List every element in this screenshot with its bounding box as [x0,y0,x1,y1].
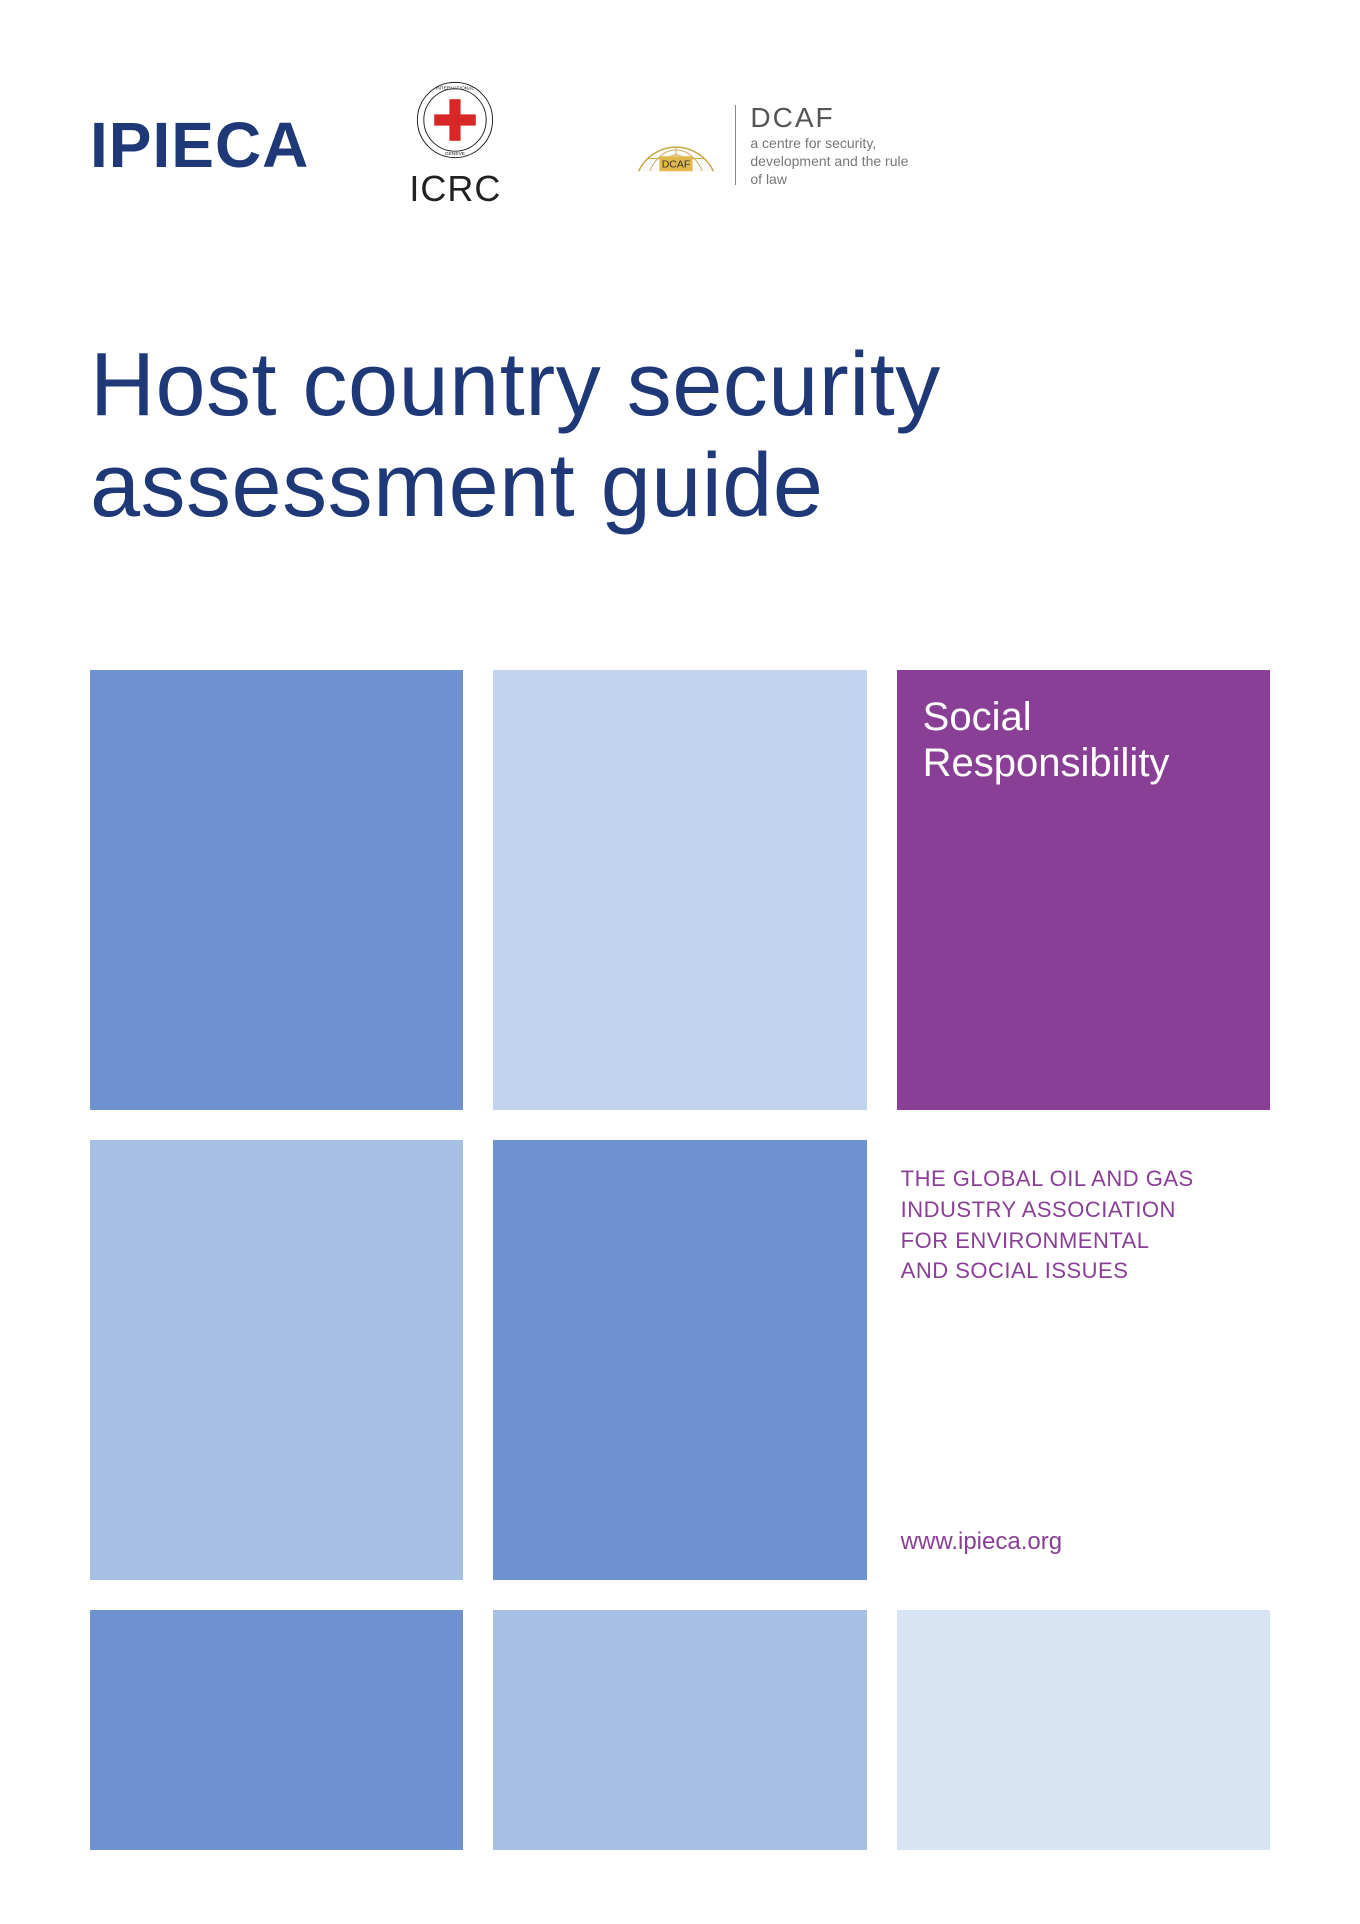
ipieca-logo: IPIECA [90,108,309,182]
icrc-logo: INTERNATIONAL GENEVE ICRC [409,80,501,210]
dcaf-text-block: DCAF a centre for security, development … [750,102,910,189]
tagline-line-4: AND SOCIAL ISSUES [901,1258,1129,1283]
globe-icon: DCAF [631,110,721,180]
icrc-label: ICRC [409,168,501,210]
logo-row: IPIECA INTERNATIONAL GENEVE ICRC [90,70,1270,220]
website-url: www.ipieca.org [901,1528,1266,1556]
grid-cell-2-1 [90,1140,463,1580]
title-line-2: assessment guide [90,436,823,536]
grid-cell-3-3 [897,1610,1270,1850]
tagline-line-2: INDUSTRY ASSOCIATION [901,1197,1176,1222]
document-title: Host country security assessment guide [90,335,941,537]
association-tagline: THE GLOBAL OIL AND GAS INDUSTRY ASSOCIAT… [901,1164,1266,1287]
category-heading: Social Responsibility [923,694,1244,786]
svg-text:GENEVE: GENEVE [445,151,465,157]
tagline-line-3: FOR ENVIRONMENTAL [901,1228,1150,1253]
grid-cell-2-3: THE GLOBAL OIL AND GAS INDUSTRY ASSOCIAT… [897,1140,1270,1580]
grid-cell-1-1 [90,670,463,1110]
document-cover-page: IPIECA INTERNATIONAL GENEVE ICRC [0,0,1360,1924]
tagline-line-1: THE GLOBAL OIL AND GAS [901,1166,1194,1191]
svg-text:INTERNATIONAL: INTERNATIONAL [436,86,474,92]
red-cross-icon: INTERNATIONAL GENEVE [415,80,495,160]
grid-cell-3-1 [90,1610,463,1850]
grid-cell-2-2 [493,1140,866,1580]
svg-text:DCAF: DCAF [662,159,691,171]
category-line-1: Social [923,695,1032,739]
grid-cell-1-3: Social Responsibility [897,670,1270,1110]
grid-cell-3-2 [493,1610,866,1850]
cover-grid: Social Responsibility THE GLOBAL OIL AND… [90,670,1270,1850]
title-line-1: Host country security [90,335,941,435]
divider [735,105,736,185]
category-line-2: Responsibility [923,741,1170,785]
dcaf-tagline: a centre for security, development and t… [750,134,910,189]
grid-cell-1-2 [493,670,866,1110]
dcaf-name: DCAF [750,102,910,134]
dcaf-logo: DCAF DCAF a centre for security, develop… [631,102,910,189]
